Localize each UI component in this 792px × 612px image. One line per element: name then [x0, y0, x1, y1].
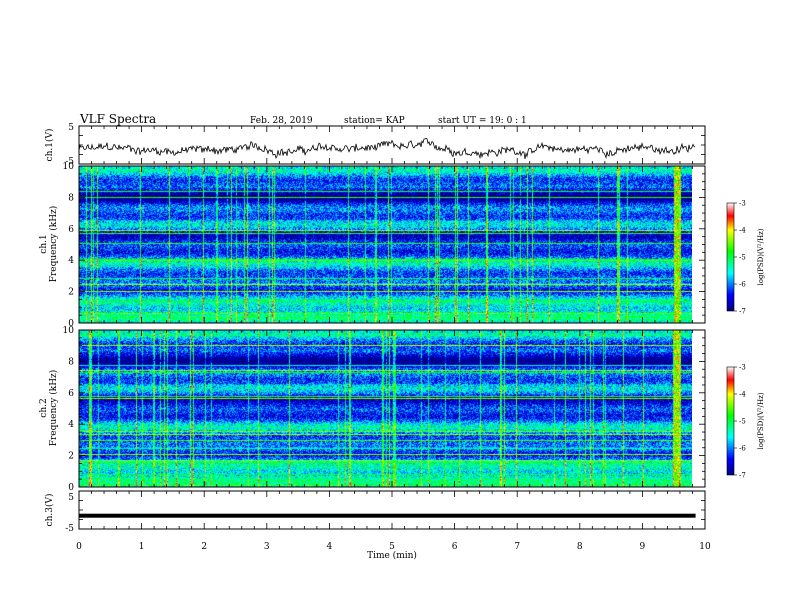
time-tick-label: 4	[327, 542, 333, 552]
time-axis-tick-labels: 0 1 2 3 4 5 6 7 8 9 10	[76, 542, 711, 552]
ch3-waveform-line	[79, 513, 696, 518]
ch3-waveform-ylabel: ch.3(V)	[44, 494, 55, 527]
ch1-ytick-bottom: -5	[65, 157, 74, 167]
frequency-tick-label: 0	[68, 483, 74, 493]
frequency-tick-label: 10	[63, 326, 75, 336]
colorbar-tick-label: -5	[739, 254, 746, 262]
ch1-waveform-panel: 5 -5 ch.1(V)	[44, 123, 706, 167]
time-axis-label: Time (min)	[367, 550, 417, 561]
ch1-spectrogram-yticks: 0 2 4 6 8 10	[63, 162, 705, 329]
time-tick-label: 0	[76, 542, 82, 552]
ch1-spectrogram-xticks	[78, 166, 706, 323]
ch3-waveform-ticks	[78, 490, 706, 530]
time-tick-label: 3	[264, 542, 270, 552]
ch3-ytick-top: 5	[68, 493, 74, 503]
ch2-spectrogram-ylabel-frequency: Frequency (kHz)	[48, 370, 59, 447]
time-tick-label: 9	[640, 542, 646, 552]
ch1-colorbar: -3 -4 -5 -6 -7 log(PSD)(V²/Hz)	[726, 200, 765, 316]
colorbar-tick-label: -5	[739, 418, 746, 426]
ch2-spectrogram-panel: 0 2 4 6 8 10 ch.2 Frequency (kHz)	[39, 326, 706, 493]
ch1-colorbar-label: log(PSD)(V²/Hz)	[757, 228, 765, 285]
ch2-spectrogram-yticks: 0 2 4 6 8 10	[63, 326, 705, 493]
frequency-tick-label: 8	[68, 357, 74, 367]
colorbar-tick-label: -7	[739, 472, 746, 480]
ch3-ytick-bottom: -5	[65, 524, 74, 534]
frequency-tick-label: 6	[68, 225, 74, 235]
ch2-colorbar: -3 -4 -5 -6 -7 log(PSD)(V²/Hz)	[726, 364, 765, 480]
ch2-colorbar-ticks: -3 -4 -5 -6 -7	[734, 364, 746, 480]
ch1-waveform-ylabel: ch.1(V)	[44, 129, 55, 162]
ch3-waveform-panel: 5 -5 ch.3(V)	[44, 490, 706, 534]
figure-title: VLF Spectra	[79, 112, 156, 126]
frequency-tick-label: 6	[68, 389, 74, 399]
time-tick-label: 10	[699, 542, 711, 552]
ch1-waveform-ticks	[78, 125, 706, 165]
colorbar-tick-label: -7	[739, 308, 746, 316]
ch1-waveform-line	[78, 137, 696, 160]
ch2-colorbar-label: log(PSD)(V²/Hz)	[757, 392, 765, 449]
frequency-tick-label: 10	[63, 162, 75, 172]
frequency-tick-label: 4	[68, 256, 74, 266]
station-label: station= KAP	[344, 116, 405, 126]
colorbar-tick-label: -3	[739, 200, 746, 208]
colorbar-tick-label: -4	[739, 227, 746, 235]
time-tick-label: 6	[452, 542, 458, 552]
colorbar-tick-label: -6	[739, 445, 746, 453]
time-tick-label: 5	[389, 542, 395, 552]
ch1-spectrogram-ylabel-frequency: Frequency (kHz)	[48, 206, 59, 283]
colorbar-tick-label: -3	[739, 364, 746, 372]
ch2-spectrogram-ylabel-channel: ch.2	[39, 398, 49, 417]
ch1-colorbar-gradient	[726, 202, 735, 312]
frequency-tick-label: 4	[68, 420, 74, 430]
frequency-tick-label: 2	[68, 288, 74, 298]
colorbar-tick-label: -6	[739, 281, 746, 289]
time-tick-label: 7	[514, 542, 520, 552]
ch2-spectrogram-image	[79, 330, 692, 487]
time-tick-label: 1	[139, 542, 145, 552]
ch3-waveform-frame	[78, 490, 706, 530]
ch1-waveform-frame	[78, 125, 706, 165]
start-time-label: start UT = 19: 0 : 1	[438, 116, 527, 126]
time-tick-label: 8	[577, 542, 583, 552]
ch1-spectrogram-ylabel-channel: ch.1	[39, 234, 49, 253]
ch1-ytick-top: 5	[68, 123, 74, 133]
ch2-colorbar-gradient	[726, 366, 735, 476]
colorbar-tick-label: -4	[739, 391, 746, 399]
ch1-colorbar-ticks: -3 -4 -5 -6 -7	[734, 200, 746, 316]
ch1-spectrogram-image	[79, 166, 692, 323]
date-label: Feb. 28, 2019	[250, 116, 313, 126]
ch1-spectrogram-panel: 0 2 4 6 8 10 ch.1 Frequency (kHz)	[39, 162, 706, 329]
frequency-tick-label: 2	[68, 452, 74, 462]
frequency-tick-label: 8	[68, 193, 74, 203]
ch2-spectrogram-xticks	[78, 330, 706, 487]
frequency-tick-label: 0	[68, 319, 74, 329]
time-tick-label: 2	[201, 542, 207, 552]
